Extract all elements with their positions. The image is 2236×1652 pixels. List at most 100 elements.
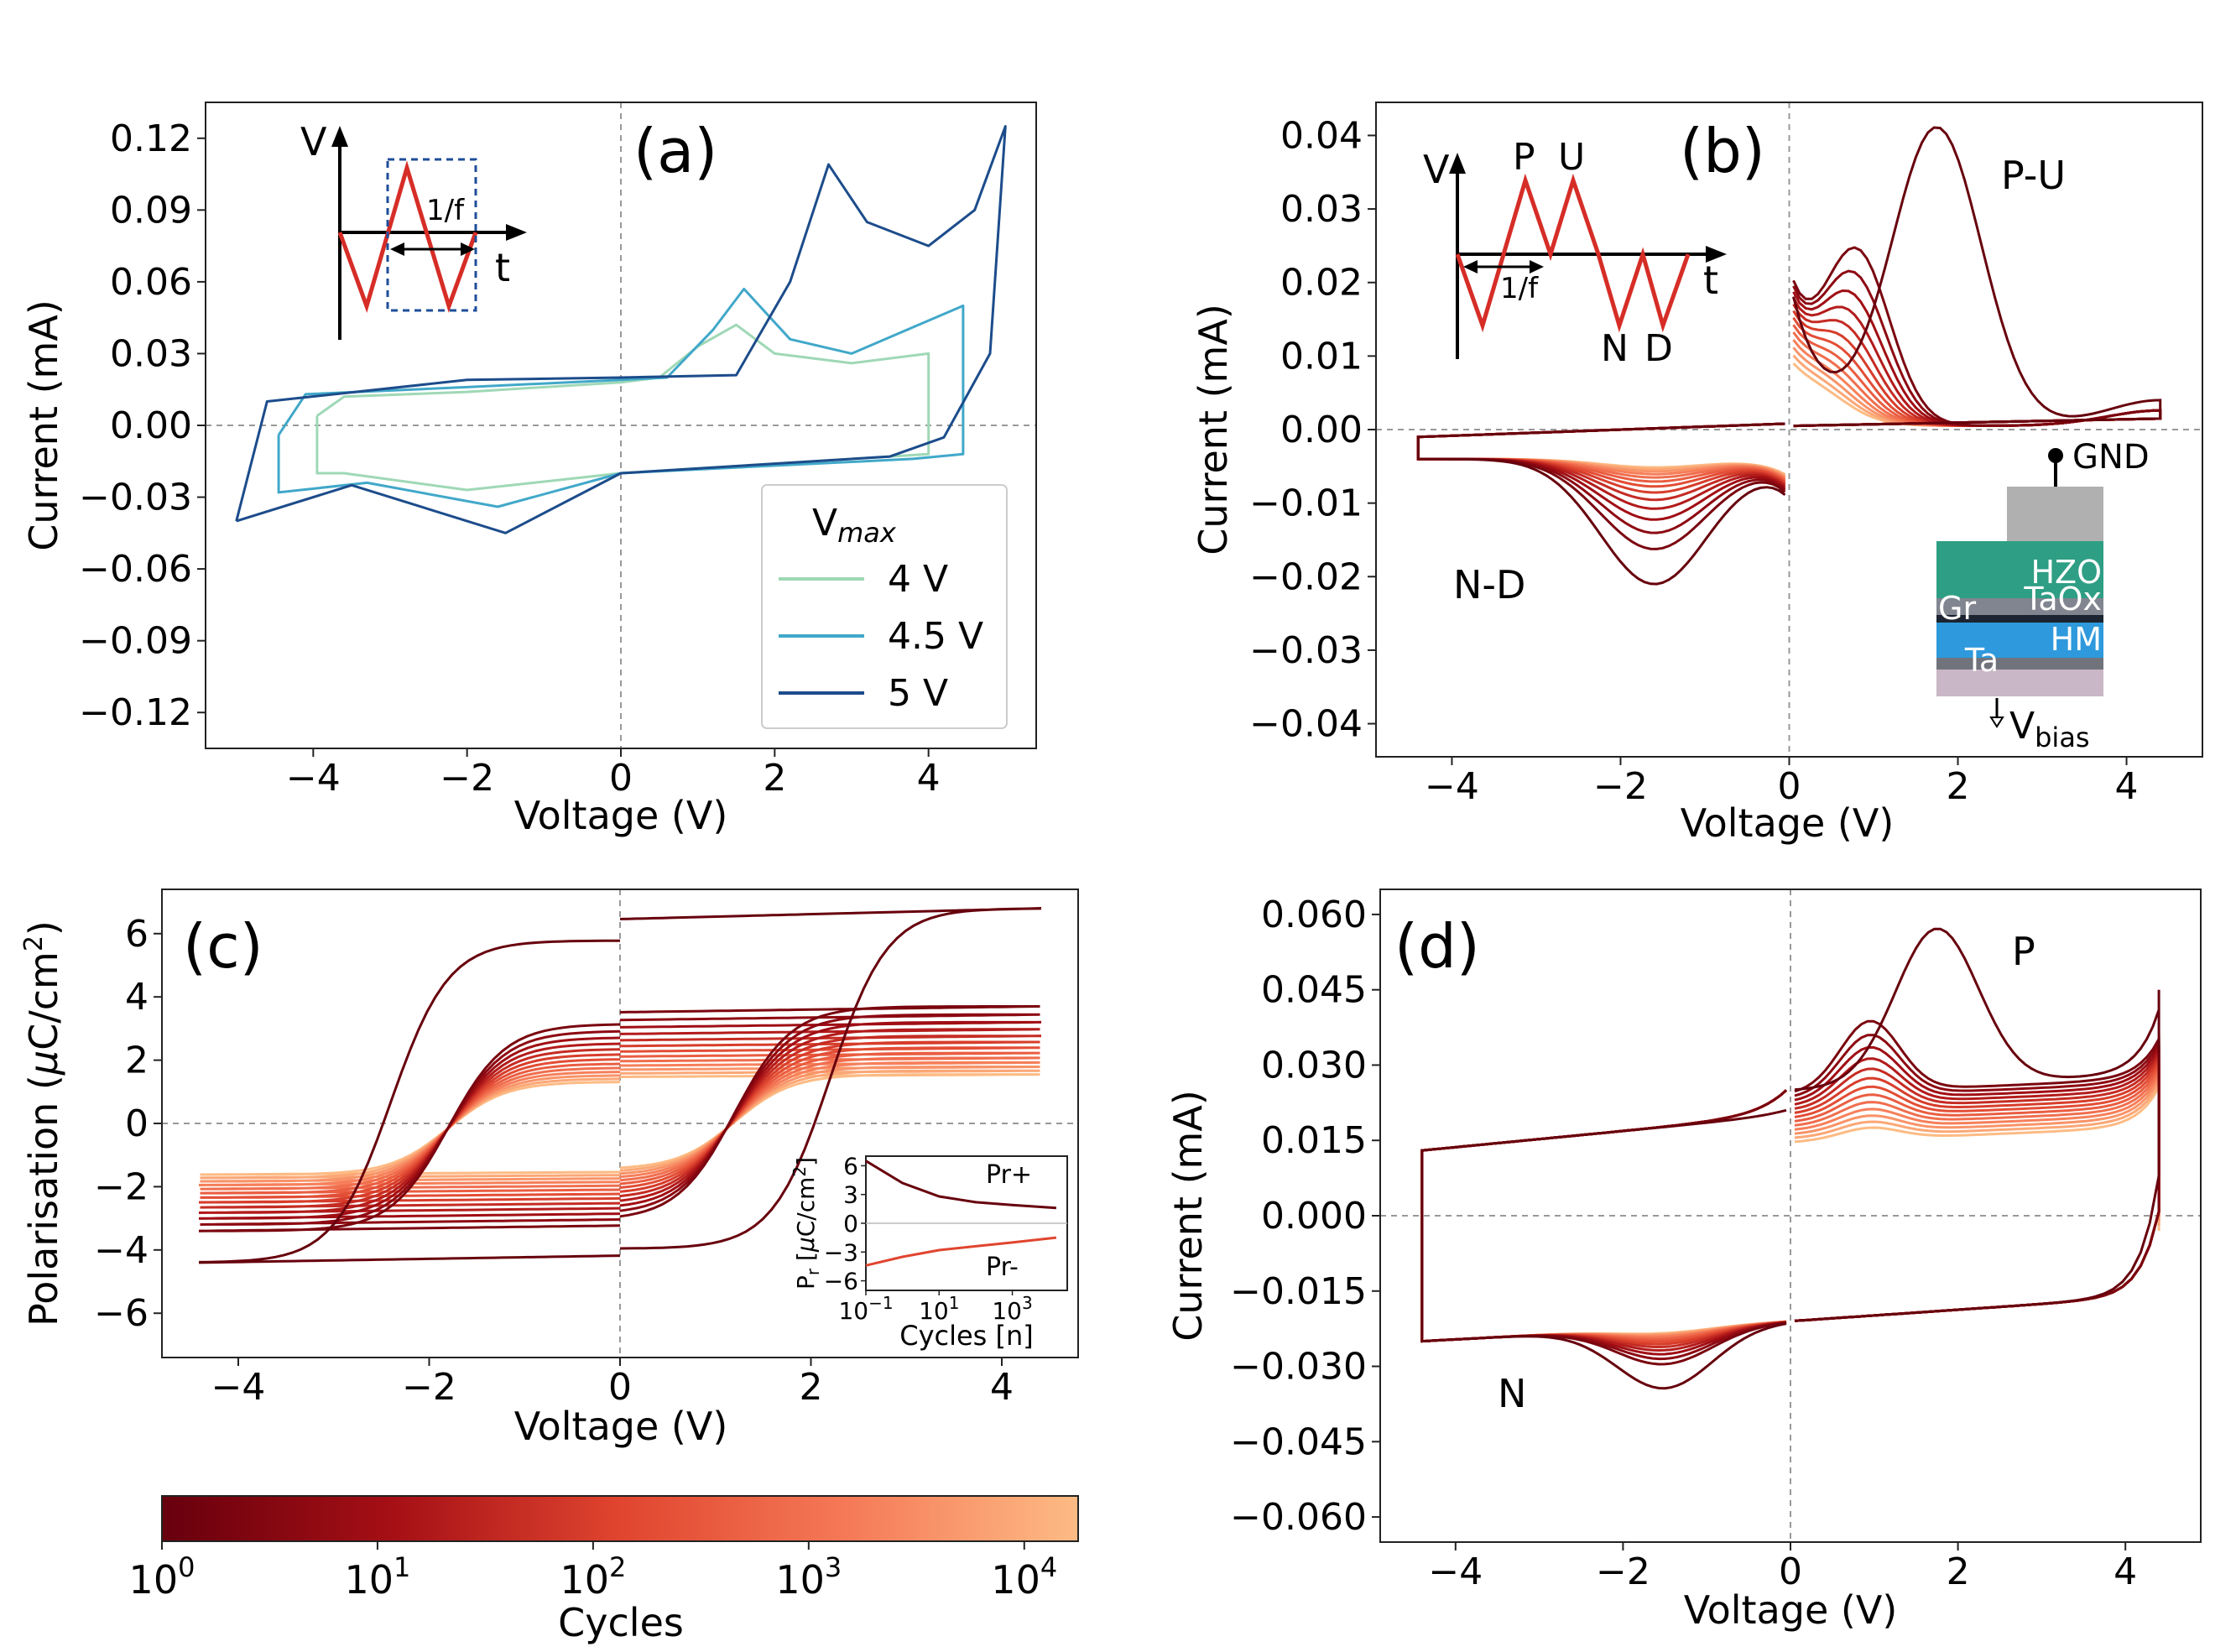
- panel-b-xlabel: Voltage (V): [1681, 800, 1895, 846]
- panel-b-xtick-label: 2: [1947, 765, 1970, 808]
- panel-b-pu-cycle: [1792, 339, 2162, 428]
- panel-c-xtick-label: 4: [990, 1366, 1014, 1409]
- panel-d-cycle-pos: [1794, 927, 2160, 1322]
- panel-c-inset: 630−3−610−1 101 103 Pr+ Pr- Cycles [n] Pr …: [790, 1152, 1068, 1352]
- arrow-down-icon: [1989, 717, 2004, 728]
- panel-a-series-3: [235, 125, 1007, 534]
- panel-d-ytick-label: 0.045: [1261, 969, 1367, 1012]
- panel-d-annot-n: N: [1498, 1371, 1526, 1416]
- panel-c-loop-neg: [200, 1081, 621, 1176]
- panel-c-ytick-label: 6: [125, 913, 149, 956]
- panel-d-ytick-label: −0.030: [1230, 1346, 1367, 1389]
- arrow-up-icon: [331, 126, 348, 147]
- panel-c-xtick-label: 0: [608, 1366, 632, 1409]
- panel-d: −4 −2 0 2 4 −0.060 −0.045 −0.030 −0.015 0.000 0.01…: [1165, 889, 2202, 1633]
- panel-a-inset-period: 1/f: [426, 194, 465, 227]
- panel-c-loop-neg: [199, 1023, 621, 1232]
- inset-pr-minus-label: Pr-: [986, 1253, 1019, 1282]
- panel-a-ytick-label: −0.12: [79, 691, 192, 734]
- panel-b-ytick-label: 0.03: [1280, 188, 1363, 231]
- arrow-right-icon: [1706, 246, 1727, 263]
- panel-b-pu-cycle: [1792, 246, 2162, 428]
- panel-b-inset-p: P: [1513, 136, 1535, 179]
- inset-series-2: [865, 1236, 1057, 1267]
- panel-c-xtick-label: 2: [800, 1366, 823, 1409]
- panel-c-loop-neg: [199, 1036, 621, 1220]
- gnd-label: GND: [2072, 438, 2150, 477]
- panel-a-ytick-label: −0.06: [79, 548, 192, 591]
- panel-d-ytick-label: 0.000: [1261, 1195, 1367, 1238]
- panel-c-loop-neg: [200, 1058, 621, 1199]
- panel-b-device-stack: GND HZO Gr TaOx HM Ta Vbias: [1936, 438, 2150, 753]
- panel-c-loop-neg: [199, 939, 621, 1264]
- panel-d-ytick-label: 0.030: [1261, 1044, 1367, 1087]
- panel-a-inset: V t 1/f: [300, 119, 527, 340]
- panel-d-cycle-neg: [1420, 1089, 1787, 1366]
- panel-a-ytick-label: 0.00: [110, 404, 192, 447]
- panel-c-loop-pos: [619, 1073, 1040, 1170]
- panel-b-inset: V t 1/f P U N D: [1423, 136, 1727, 370]
- panel-c-loop-neg: [199, 1071, 621, 1187]
- inset-xtick-label: 101: [919, 1293, 959, 1325]
- panel-d-cycle-neg: [1420, 1089, 1787, 1352]
- layer-ta: Ta: [1964, 642, 1999, 679]
- panel-c-ylabel: Polarisation (μC/cm2): [19, 920, 66, 1326]
- panel-c-ytick-label: −4: [94, 1229, 149, 1272]
- panel-a-xtick-label: −2: [440, 757, 494, 800]
- panel-a-label: (a): [633, 116, 717, 186]
- panel-a: −4 −2 0 2 4 −0.12 −0.09 −0.06 −0.03 0.00 0.03 0.06 0…: [21, 102, 1037, 838]
- inset-xtick-label: 103: [992, 1293, 1032, 1325]
- inset-ylabel: Pr [μC/cm2]: [790, 1157, 823, 1290]
- panel-d-xtick-label: −2: [1596, 1550, 1650, 1593]
- vbias-label: Vbias: [2009, 705, 2090, 753]
- legend-entry: 4 V: [888, 558, 948, 601]
- panel-d-ytick-label: 0.015: [1261, 1119, 1367, 1162]
- panel-c-loop-pos: [619, 1040, 1040, 1193]
- panel-c-loop-neg: [200, 1066, 621, 1191]
- inset-xlabel: Cycles [n]: [899, 1320, 1034, 1352]
- panel-c-ytick-label: −2: [94, 1165, 149, 1208]
- panel-a-series-2: [277, 287, 965, 508]
- colorbar-label: Cycles: [558, 1600, 684, 1645]
- panel-a-inset-v: V: [300, 119, 327, 164]
- panel-c-loop-neg: [200, 1048, 621, 1209]
- panel-c-series: [199, 907, 1041, 1264]
- panel-c-loop-neg: [200, 1029, 621, 1226]
- panel-c-loop-pos: [619, 907, 1041, 1250]
- panel-b: −4 −2 0 2 4 −0.04 −0.03 −0.02 −0.01 0.00 0.01 0.02 0…: [1191, 102, 2203, 846]
- legend-title: Vmax: [812, 502, 897, 549]
- panel-d-series: [1420, 927, 2160, 1390]
- panel-c-loop-pos: [619, 1034, 1041, 1198]
- colorbar-tick-label: 103: [775, 1551, 842, 1602]
- legend-entry: 5 V: [888, 672, 948, 715]
- panel-a-xlabel: Voltage (V): [514, 793, 728, 838]
- panel-c-ytick-label: −6: [94, 1292, 149, 1335]
- panel-d-xtick-label: 4: [2114, 1550, 2137, 1593]
- panel-c-loop-neg: [200, 1062, 621, 1195]
- inset-ytick-label: −3: [824, 1238, 858, 1266]
- panel-a-ytick-label: −0.09: [79, 620, 192, 663]
- panel-b-series: [1416, 126, 2162, 586]
- colorbar-tick-label: 104: [991, 1551, 1057, 1602]
- panel-b-pu-cycle: [1792, 126, 2162, 428]
- inset-series-1: [865, 1160, 1056, 1210]
- panel-d-cycle-neg: [1420, 1089, 1787, 1356]
- inset-ytick-label: 3: [843, 1181, 858, 1209]
- panel-b-inset-d: D: [1644, 327, 1673, 370]
- layer-gr: Gr: [1938, 590, 1976, 627]
- panel-d-cycle-pos: [1794, 1042, 2160, 1322]
- panel-b-inset-period: 1/f: [1500, 272, 1539, 305]
- panel-a-ytick-label: 0.09: [110, 189, 192, 232]
- panel-b-ytick-label: 0.01: [1280, 335, 1363, 378]
- layer-hm: HM: [2051, 621, 2102, 658]
- panel-b-ytick-label: −0.04: [1249, 703, 1363, 746]
- panel-c-xlabel: Voltage (V): [514, 1404, 728, 1449]
- arrow-right-icon: [506, 224, 527, 241]
- panel-c-loop-pos: [619, 1046, 1040, 1189]
- panel-d-xtick-label: 0: [1779, 1550, 1802, 1593]
- panel-b-ytick-label: 0.00: [1280, 409, 1363, 451]
- panel-b-inset-n: N: [1601, 327, 1629, 370]
- panel-b-annot-pu: P-U: [2001, 153, 2066, 198]
- panel-d-annot-p: P: [2012, 929, 2035, 974]
- panel-d-ytick-label: −0.015: [1230, 1270, 1367, 1313]
